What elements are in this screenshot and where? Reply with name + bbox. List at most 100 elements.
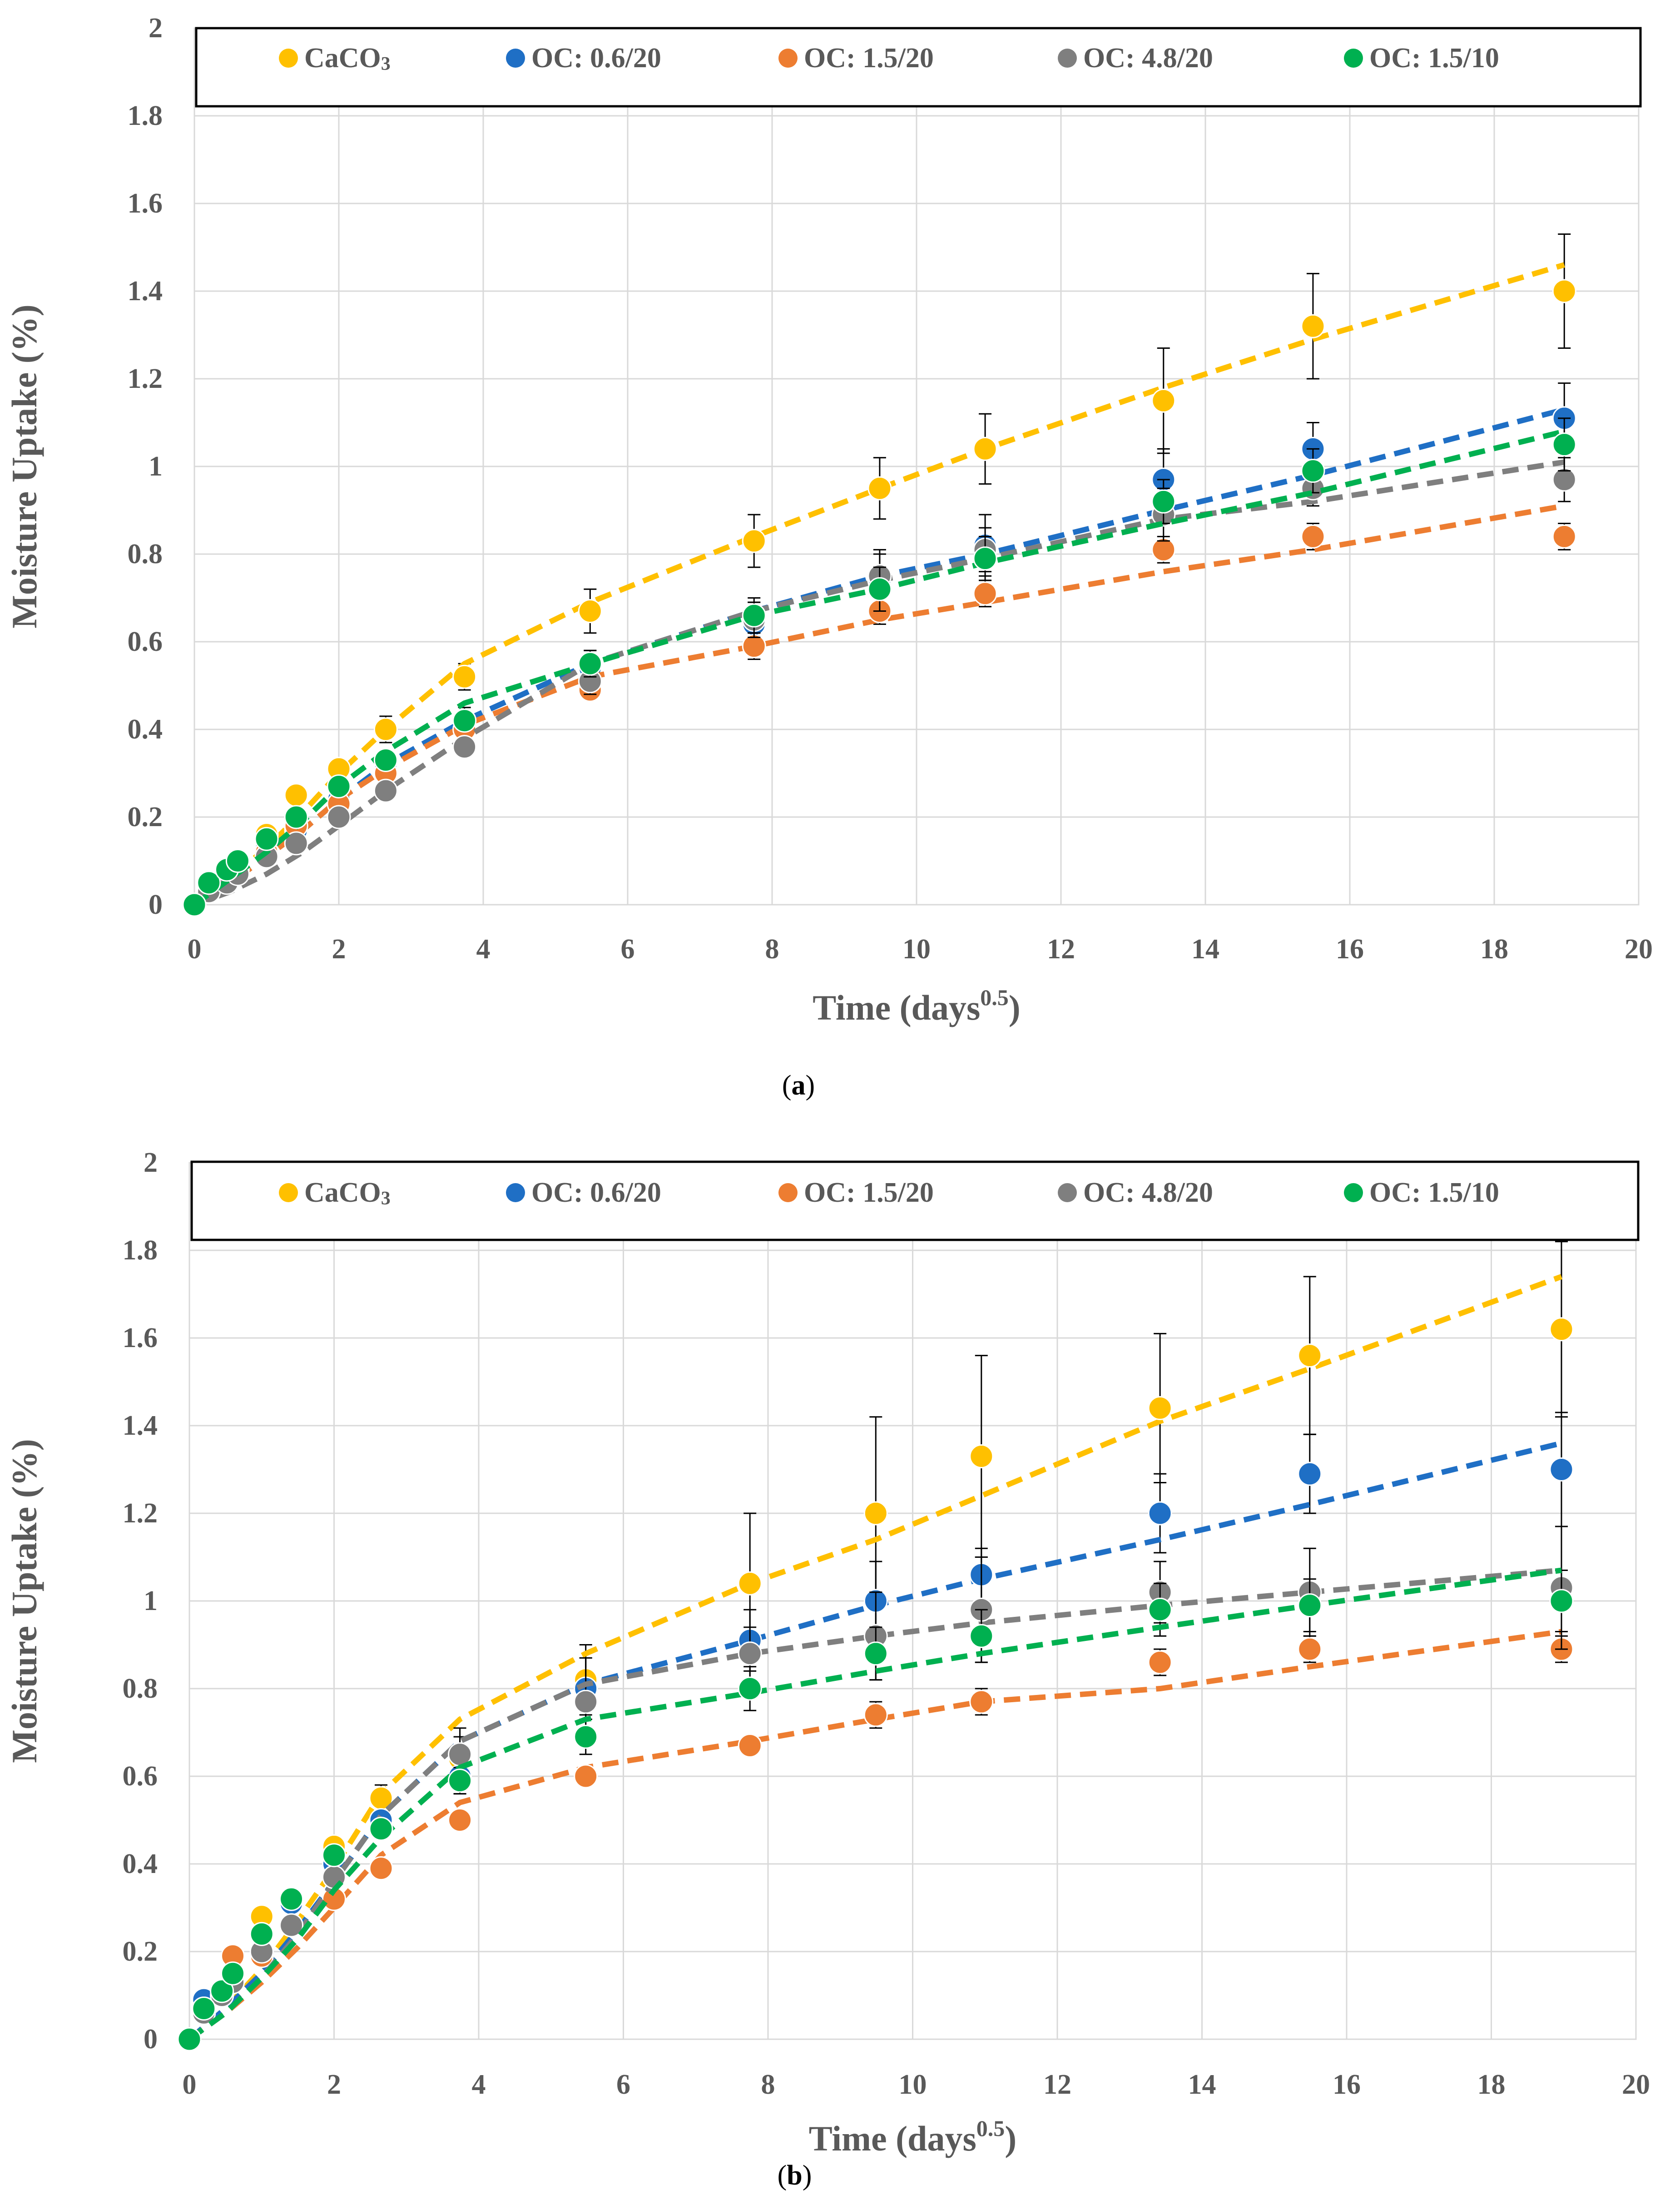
data-point: [578, 599, 602, 623]
y-tick-label: 1.2: [128, 363, 163, 394]
y-tick-label: 1.4: [128, 276, 163, 307]
data-point: [1549, 1589, 1574, 1613]
data-point: [1151, 489, 1176, 514]
series-4: [182, 417, 1576, 917]
data-point: [863, 1501, 888, 1526]
y-tick-label: 1.8: [128, 100, 163, 131]
data-point: [738, 1571, 762, 1595]
y-tick-label: 0: [144, 2024, 158, 2055]
y-tick-label: 0: [149, 889, 163, 920]
data-point: [742, 603, 766, 628]
legend-marker: [279, 49, 298, 68]
data-point: [197, 871, 221, 895]
data-point: [574, 1764, 598, 1789]
x-tick-label: 6: [621, 934, 635, 965]
data-point: [221, 1961, 245, 1986]
data-point: [452, 735, 477, 759]
data-point: [1301, 314, 1325, 338]
legend-marker: [1058, 49, 1077, 68]
x-tick-label: 20: [1625, 934, 1653, 965]
x-tick-label: 12: [1043, 2069, 1071, 2100]
legend-label: OC: 0.6/20: [531, 43, 661, 74]
legend-label: OC: 1.5/10: [1369, 1177, 1499, 1208]
fit-line: [193, 262, 1565, 907]
x-axis-title: Time (days0.5): [809, 2116, 1017, 2158]
panel-caption: (b): [778, 2160, 812, 2191]
y-tick-label: 1.4: [123, 1410, 158, 1441]
x-tick-label: 18: [1480, 934, 1508, 965]
legend-marker: [1344, 1183, 1363, 1202]
x-tick-label: 10: [902, 934, 931, 965]
data-point: [969, 1624, 994, 1648]
y-tick-label: 2: [149, 13, 163, 44]
x-tick-label: 2: [327, 2069, 341, 2100]
data-point: [1148, 1396, 1172, 1420]
x-tick-label: 12: [1047, 934, 1075, 965]
data-point: [969, 1690, 994, 1714]
y-tick-label: 0.4: [128, 714, 163, 745]
data-point: [738, 1676, 762, 1701]
x-tick-label: 18: [1477, 2069, 1506, 2100]
series-4: [177, 1567, 1574, 2051]
x-tick-label: 8: [761, 2069, 775, 2100]
data-point: [1298, 1343, 1322, 1368]
y-tick-label: 0.2: [123, 1936, 158, 1967]
x-tick-label: 0: [188, 934, 202, 965]
x-tick-label: 4: [472, 2069, 486, 2100]
legend-marker: [778, 49, 798, 68]
data-point: [1552, 467, 1576, 492]
y-tick-label: 0.6: [128, 626, 163, 657]
data-point: [867, 476, 892, 500]
x-axis-title: Time (days0.5): [813, 985, 1021, 1027]
data-point: [973, 436, 997, 461]
x-tick-label: 16: [1333, 2069, 1361, 2100]
data-point: [578, 651, 602, 676]
x-tick-label: 8: [765, 934, 779, 965]
data-point: [182, 892, 207, 917]
fit-line: [188, 1567, 1562, 2041]
x-tick-label: 10: [899, 2069, 927, 2100]
data-point: [279, 1913, 304, 1937]
data-point: [369, 1856, 393, 1881]
data-point: [1552, 524, 1576, 549]
data-point: [742, 634, 766, 659]
fit-line: [193, 406, 1565, 907]
data-point: [327, 774, 351, 798]
data-point: [1549, 1457, 1574, 1482]
legend-label: OC: 1.5/10: [1369, 43, 1499, 74]
data-point: [373, 748, 398, 773]
y-tick-label: 0.4: [123, 1848, 158, 1879]
fit-line: [193, 428, 1565, 907]
data-point: [369, 1817, 393, 1841]
data-point: [254, 827, 279, 851]
y-axis-title: Moisture Uptake (%): [5, 304, 44, 628]
data-point: [863, 1641, 888, 1666]
legend-marker: [1344, 49, 1363, 68]
data-point: [1151, 388, 1176, 413]
data-point: [192, 1996, 216, 2021]
data-point: [225, 849, 250, 873]
x-tick-label: 20: [1622, 2069, 1650, 2100]
data-point: [973, 581, 997, 606]
fit-line: [188, 1629, 1562, 2041]
legend-marker: [1058, 1183, 1077, 1202]
x-tick-label: 6: [616, 2069, 630, 2100]
data-point: [327, 805, 351, 829]
data-point: [742, 529, 766, 553]
legend-marker: [506, 1183, 525, 1202]
legend-marker: [778, 1183, 798, 1202]
legend-label: OC: 0.6/20: [531, 1177, 661, 1208]
y-tick-label: 0.2: [128, 802, 163, 832]
data-point: [284, 831, 308, 856]
data-point: [373, 778, 398, 803]
x-tick-label: 0: [183, 2069, 197, 2100]
series-2: [177, 1629, 1574, 2051]
data-point: [574, 1690, 598, 1714]
x-tick-label: 14: [1191, 934, 1219, 965]
legend-label: CaCO3: [304, 43, 391, 74]
data-point: [969, 1444, 994, 1469]
data-point: [1298, 1593, 1322, 1618]
data-point: [249, 1922, 274, 1946]
data-point: [1148, 1501, 1172, 1526]
